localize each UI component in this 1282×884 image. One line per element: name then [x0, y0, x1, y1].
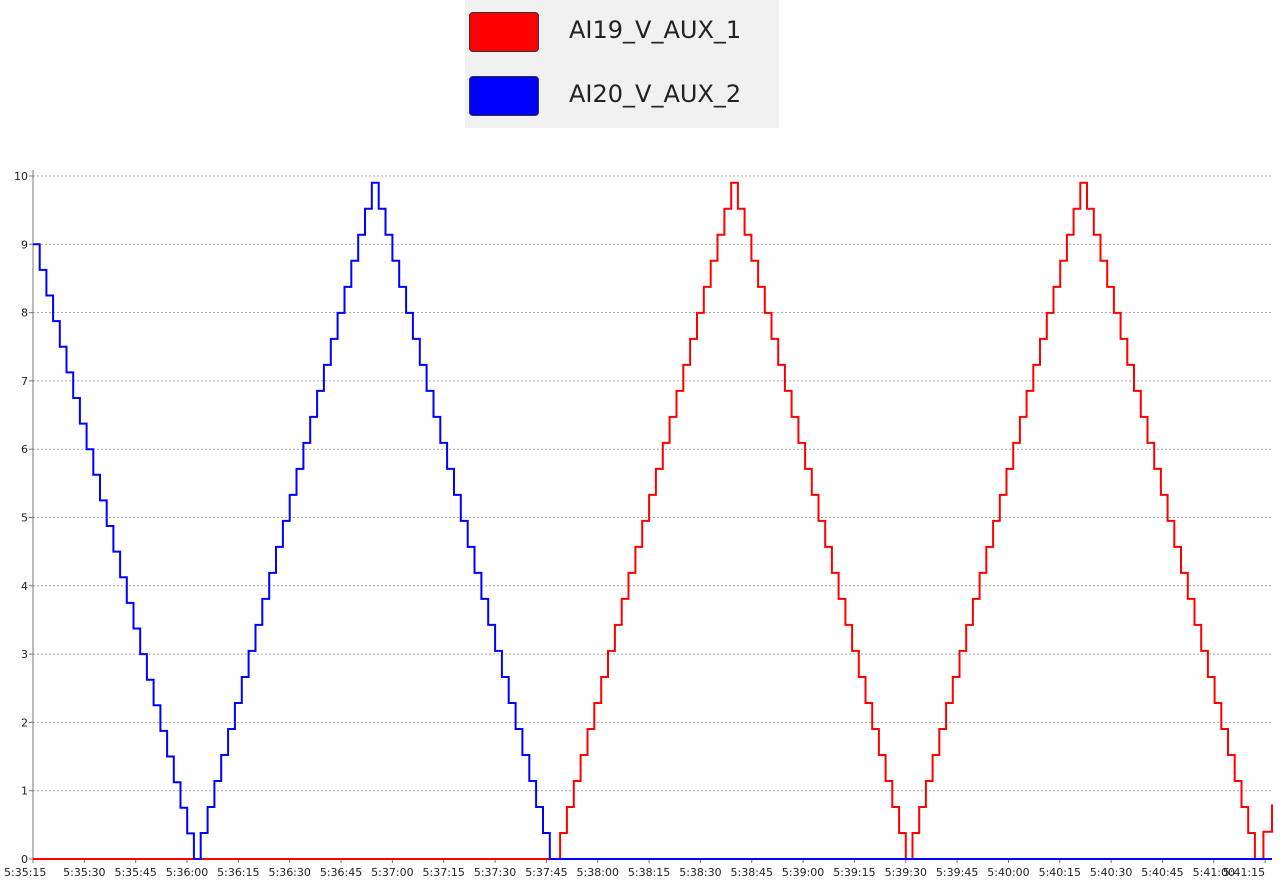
x-tick-label: 5:36:45: [320, 866, 362, 879]
x-tick-label: 5:38:15: [628, 866, 670, 879]
x-tick-label: 5:36:30: [268, 866, 310, 879]
y-tick-label: 3: [21, 648, 28, 661]
chart-axes: [32, 170, 1272, 860]
x-tick-label: 5:38:30: [679, 866, 721, 879]
y-tick-label: 2: [21, 716, 28, 729]
legend-label-ai20: AI20_V_AUX_2: [569, 80, 742, 108]
legend-item-ai20: AI20_V_AUX_2: [465, 64, 779, 128]
x-tick-label: 5:38:45: [731, 866, 773, 879]
x-tick-label: 5:39:00: [782, 866, 824, 879]
x-tick-label: 5:38:00: [577, 866, 619, 879]
y-tick-label: 4: [21, 580, 28, 593]
y-axis-ticks: 0 1 2 3 4 5 6 7 8 9 10: [14, 170, 33, 866]
y-tick-label: 10: [14, 170, 28, 183]
x-axis-ticks: 5:35:15 5:35:30 5:35:45 5:36:00 5:36:15 5:36:…: [4, 859, 1266, 879]
y-tick-label: 5: [21, 512, 28, 525]
legend-swatch-ai19: [469, 12, 539, 52]
y-tick-label: 1: [21, 785, 28, 798]
x-tick-label: 5:40:15: [1039, 866, 1081, 879]
y-tick-label: 7: [21, 375, 28, 388]
x-tick-label: 5:40:30: [1090, 866, 1132, 879]
legend-item-ai19: AI19_V_AUX_1: [465, 0, 779, 64]
y-tick-label: 9: [21, 238, 28, 251]
x-tick-label: 5:36:00: [166, 866, 208, 879]
x-tick-label: 5:35:30: [63, 866, 105, 879]
x-tick-label: 5:39:30: [885, 866, 927, 879]
x-tick-label: 5:37:00: [371, 866, 413, 879]
grid-lines: [33, 175, 1272, 792]
x-tick-label: 5:40:45: [1141, 866, 1183, 879]
x-tick-label: 5:37:45: [525, 866, 567, 879]
legend-label-ai19: AI19_V_AUX_1: [569, 16, 742, 44]
y-tick-label: 6: [21, 443, 28, 456]
y-tick-label: 0: [21, 853, 28, 866]
chart-legend: AI19_V_AUX_1 AI20_V_AUX_2: [465, 0, 779, 128]
series-line-1: [33, 181, 1272, 860]
x-tick-label: 5:35:45: [114, 866, 156, 879]
x-tick-label: 5:39:15: [833, 866, 875, 879]
series-line-0: [33, 181, 1273, 860]
x-tick-label: 5:39:45: [936, 866, 978, 879]
x-tick-label: 5:36:15: [217, 866, 259, 879]
x-tick-label: 5:37:15: [423, 866, 465, 879]
x-tick-label: 5:37:30: [474, 866, 516, 879]
x-tick-label: 5:41:15: [1223, 866, 1265, 879]
series-lines: [33, 181, 1273, 860]
x-tick-label: 5:40:00: [987, 866, 1029, 879]
x-tick-label: 5:41:00: [1193, 866, 1235, 879]
y-tick-label: 8: [21, 307, 28, 320]
x-tick-label: 5:35:15: [4, 866, 46, 879]
legend-swatch-ai20: [469, 76, 539, 116]
